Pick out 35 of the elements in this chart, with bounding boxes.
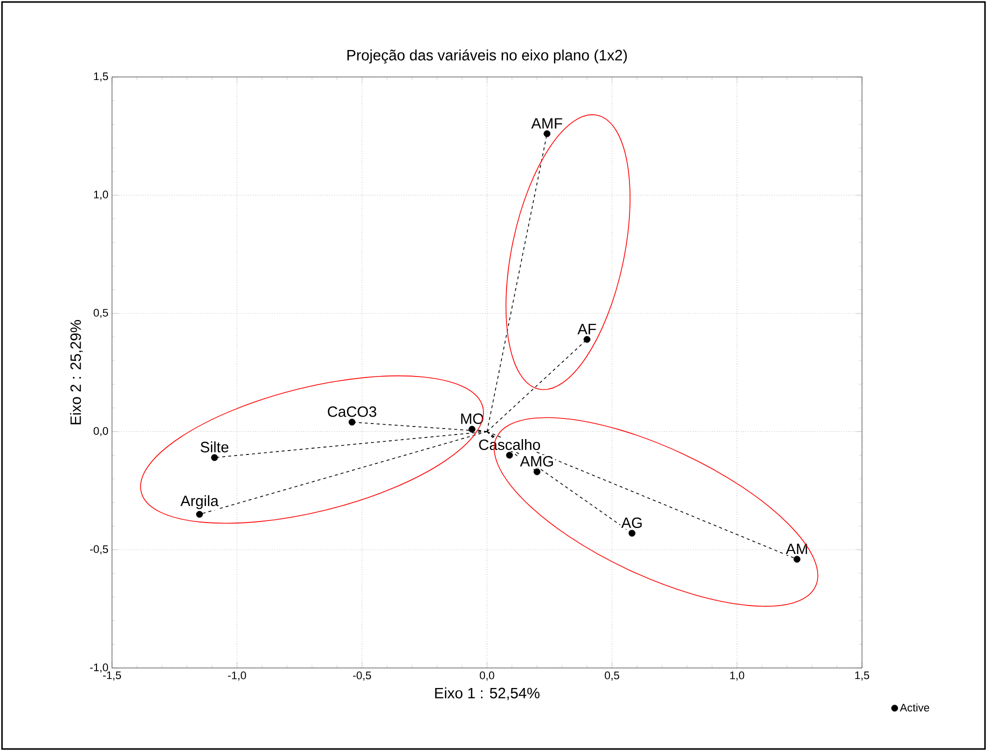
annotation: AM xyxy=(786,544,807,554)
annotation: Argila xyxy=(180,495,219,510)
x-axis-title: Eixo 1 : 52,54% xyxy=(435,687,540,700)
annotation: CaCO3 xyxy=(328,406,376,417)
x-tick-label: 0,5 xyxy=(604,672,620,681)
x-tick-label: 1,5 xyxy=(855,672,870,680)
point xyxy=(506,452,513,459)
chart-title: Projeção das variáveis no eixo plano (1x2) xyxy=(347,49,627,64)
annotation: AG xyxy=(621,517,642,528)
point xyxy=(534,468,540,476)
annotation: AMG xyxy=(520,456,553,467)
point xyxy=(544,130,550,138)
x-tick-label: 0,0 xyxy=(480,672,494,681)
x-tick-label: -0,5 xyxy=(353,672,371,681)
annotation: AMF xyxy=(531,118,562,129)
point xyxy=(348,418,356,426)
x-tick-label: -1,0 xyxy=(228,672,246,681)
y-tick-label: 1,5 xyxy=(94,72,108,82)
point xyxy=(584,336,590,343)
point xyxy=(196,510,203,518)
legend-label: Active xyxy=(900,703,930,712)
annotation: AF xyxy=(577,324,596,334)
y-tick-label: 0,0 xyxy=(94,427,108,436)
y-tick-label: 0,5 xyxy=(94,308,108,318)
point xyxy=(211,454,218,461)
annotation: Silte xyxy=(200,441,228,452)
y-tick-label: 1,0 xyxy=(94,190,108,200)
point xyxy=(468,426,476,433)
point xyxy=(628,530,636,537)
x-tick-label: 1,0 xyxy=(730,672,744,681)
x-tick-label: -1,5 xyxy=(103,672,121,680)
y-axis-title: Eixo 2 : 25,29% xyxy=(70,320,83,424)
y-tick-label: -0,5 xyxy=(90,545,108,554)
y-tick-label: -1,0 xyxy=(90,663,108,673)
point xyxy=(794,556,800,563)
